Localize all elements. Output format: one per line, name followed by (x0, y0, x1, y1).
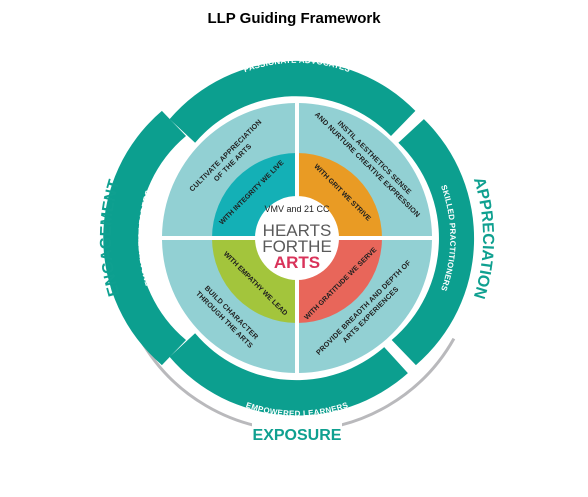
center-circle (255, 196, 339, 280)
inner-quadrant-grit (297, 153, 382, 238)
middle-ring (162, 103, 432, 373)
middle-quadrant-bottom-right (299, 240, 432, 373)
middle-quadrant-bottom-left (162, 240, 295, 373)
center-line-forthe: FORTHE (262, 237, 332, 256)
outer-segment-bottom (169, 333, 408, 416)
outer-segment-top (169, 60, 416, 143)
inner-quadrant-gratitude (297, 238, 382, 323)
middle-quadrant-top-right (299, 103, 432, 236)
center-line-arts: ARTS (274, 253, 320, 272)
external-label-exposure-group: EXPOSURE (252, 423, 342, 444)
inner-quadrant-integrity (212, 153, 297, 238)
center-line-hearts: HEARTS (263, 221, 332, 240)
outer-segment-right (391, 119, 475, 366)
outer-segment-left (103, 110, 186, 366)
external-label-exposure: EXPOSURE (253, 427, 342, 444)
center-top-text: VMV and 21 CC (264, 204, 330, 214)
inner-ring (212, 153, 382, 323)
inner-quadrant-empathy (212, 238, 297, 323)
middle-quadrant-top-left (162, 103, 295, 236)
outer-ring (103, 60, 475, 416)
page-title: LLP Guiding Framework (207, 10, 381, 27)
